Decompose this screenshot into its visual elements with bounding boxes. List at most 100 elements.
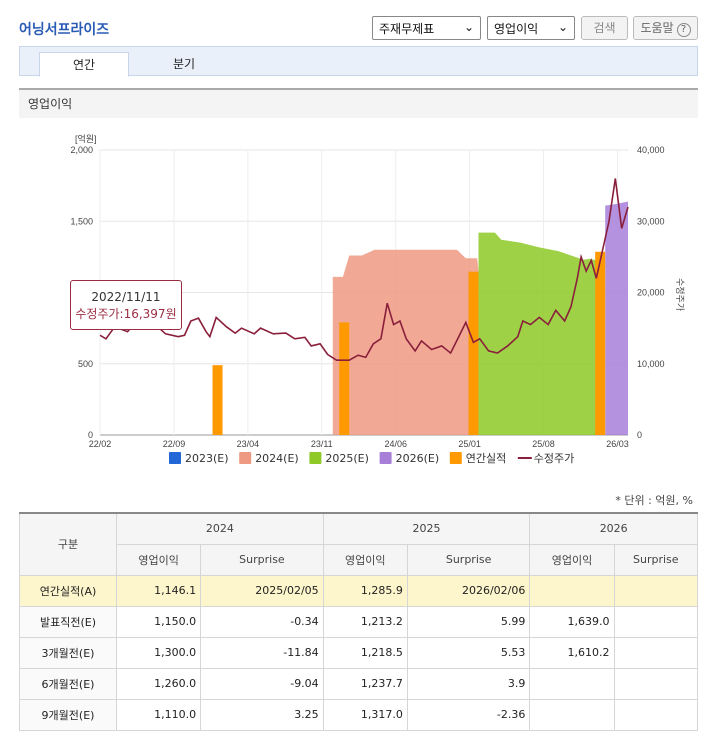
table-cell: -11.84 [200, 636, 324, 669]
question-icon: ? [676, 23, 691, 37]
y2-tick-label: 10,000 [637, 359, 665, 369]
chevron-down-icon: ⌄ [463, 20, 474, 34]
help-button[interactable]: 도움말? [633, 16, 698, 40]
tooltip-price: 수정주가:16,397원 [75, 307, 177, 321]
price-line [99, 178, 629, 361]
x-tick-label: 25/01 [458, 439, 481, 449]
search-button[interactable]: 검색 [581, 16, 628, 40]
y-tick-label: 500 [78, 359, 93, 369]
table-cell: 1,237.7 [322, 667, 408, 700]
col-group-header: 구분 [19, 512, 117, 576]
table-cell [613, 574, 699, 607]
y-tick-label: 1,500 [70, 216, 93, 226]
page-title: 어닝서프라이즈 [19, 22, 110, 38]
year-header: 2026 [529, 512, 698, 545]
section-title: 영업이익 [19, 88, 698, 118]
actual-bar [468, 271, 479, 435]
table-cell: -9.04 [200, 667, 324, 700]
legend-swatch [309, 452, 322, 464]
sub-header: Surprise [406, 543, 531, 576]
tab-bar: 연간 분기 [19, 46, 698, 77]
table-cell: 1,300.0 [115, 636, 202, 669]
legend-swatch [379, 452, 392, 464]
table-cell: 5.53 [406, 636, 531, 669]
row-label: 6개월전(E) [19, 667, 117, 700]
sub-header: Surprise [200, 543, 324, 576]
actual-bar [212, 365, 223, 435]
sub-header: 영업이익 [115, 543, 202, 576]
table-cell: 2025/02/05 [200, 574, 324, 607]
estimate-area-2025(E) [478, 232, 603, 435]
x-tick-label: 24/06 [384, 439, 407, 449]
x-tick-label: 22/09 [163, 439, 186, 449]
actual-bar [339, 322, 350, 435]
table-cell: 2026/02/06 [406, 574, 531, 607]
y2-tick-label: 20,000 [637, 288, 665, 298]
table-cell [529, 574, 615, 607]
row-label: 연간실적(A) [19, 574, 117, 607]
table-cell: 1,218.5 [322, 636, 408, 669]
legend-label: 2023(E) [185, 452, 229, 465]
metric-select-value: 영업이익 [494, 22, 539, 36]
table-cell [529, 698, 615, 731]
row-label: 발표직전(E) [19, 605, 117, 638]
y2-tick-label: 0 [637, 430, 642, 440]
legend-swatch [239, 452, 252, 464]
actual-bar [595, 251, 606, 435]
table-cell: -0.34 [200, 605, 324, 638]
table-cell: 3.25 [200, 698, 324, 731]
statement-select-value: 주재무제표 [379, 22, 435, 36]
x-tick-label: 23/11 [311, 439, 333, 449]
x-tick-label: 25/08 [532, 439, 555, 449]
legend-label: 연간실적 [466, 452, 506, 465]
table-cell [613, 636, 699, 669]
legend-swatch [169, 452, 181, 464]
table-cell [613, 605, 699, 638]
y-axis-label: [억원] [75, 133, 97, 144]
sub-header: 영업이익 [322, 543, 408, 576]
estimate-area-2026(E) [605, 201, 628, 435]
x-tick-label: 23/04 [237, 439, 260, 449]
legend-label: 2025(E) [325, 452, 369, 465]
row-label: 3개월전(E) [19, 636, 117, 669]
table-row: 9개월전(E) 1,110.0 3.25 1,317.0 -2.36 [19, 698, 699, 731]
earnings-table: 구분 2024 2025 2026 영업이익 Surprise 영업이익 Sur… [19, 512, 699, 731]
x-tick-label: 26/03 [606, 439, 629, 449]
table-cell [613, 698, 699, 731]
y2-axis-label: 수정주가 [674, 278, 685, 311]
sub-header: 영업이익 [529, 543, 615, 576]
estimate-area-2024(E) [332, 249, 479, 435]
y2-tick-label: 40,000 [637, 145, 665, 155]
table-cell: 1,213.2 [322, 605, 408, 638]
help-button-label: 도움말 [640, 21, 674, 35]
table-cell: 1,639.0 [529, 605, 615, 638]
table-cell: -2.36 [406, 698, 531, 731]
y-tick-label: 0 [88, 430, 93, 440]
table-cell: 1,150.0 [115, 605, 202, 638]
table-cell [529, 667, 615, 700]
table-cell: 1,285.9 [322, 574, 408, 607]
statement-select[interactable]: 주재무제표 ⌄ [372, 16, 481, 40]
table-cell: 1,146.1 [115, 574, 202, 607]
metric-select[interactable]: 영업이익 ⌄ [487, 16, 575, 40]
tab-annual[interactable]: 연간 [39, 52, 129, 77]
table-cell: 1,260.0 [115, 667, 202, 700]
x-tick-label: 22/02 [89, 439, 112, 449]
legend-label: 2026(E) [396, 452, 440, 465]
legend-label: 수정주가 [534, 452, 574, 465]
legend-label: 2024(E) [255, 452, 299, 465]
year-header: 2025 [322, 512, 531, 545]
table-cell: 3.9 [406, 667, 531, 700]
table-row: 6개월전(E) 1,260.0 -9.04 1,237.7 3.9 [19, 667, 699, 700]
table-cell [613, 667, 699, 700]
table-cell: 1,110.0 [115, 698, 202, 731]
table-cell: 1,610.2 [529, 636, 615, 669]
legend-swatch [449, 452, 462, 464]
chart-tooltip: 2022/11/11 수정주가:16,397원 [70, 280, 182, 330]
sub-header: Surprise [613, 543, 699, 576]
y2-tick-label: 30,000 [637, 216, 665, 226]
table-cell: 5.99 [406, 605, 531, 638]
top-bar: 어닝서프라이즈 주재무제표 ⌄ 영업이익 ⌄ 검색 도움말? [0, 0, 709, 44]
operating-profit-chart: 22/02 22/09 23/04 23/11 24/06 25/01 25/08 26/03… [70, 133, 685, 465]
tab-quarterly[interactable]: 분기 [172, 57, 196, 71]
